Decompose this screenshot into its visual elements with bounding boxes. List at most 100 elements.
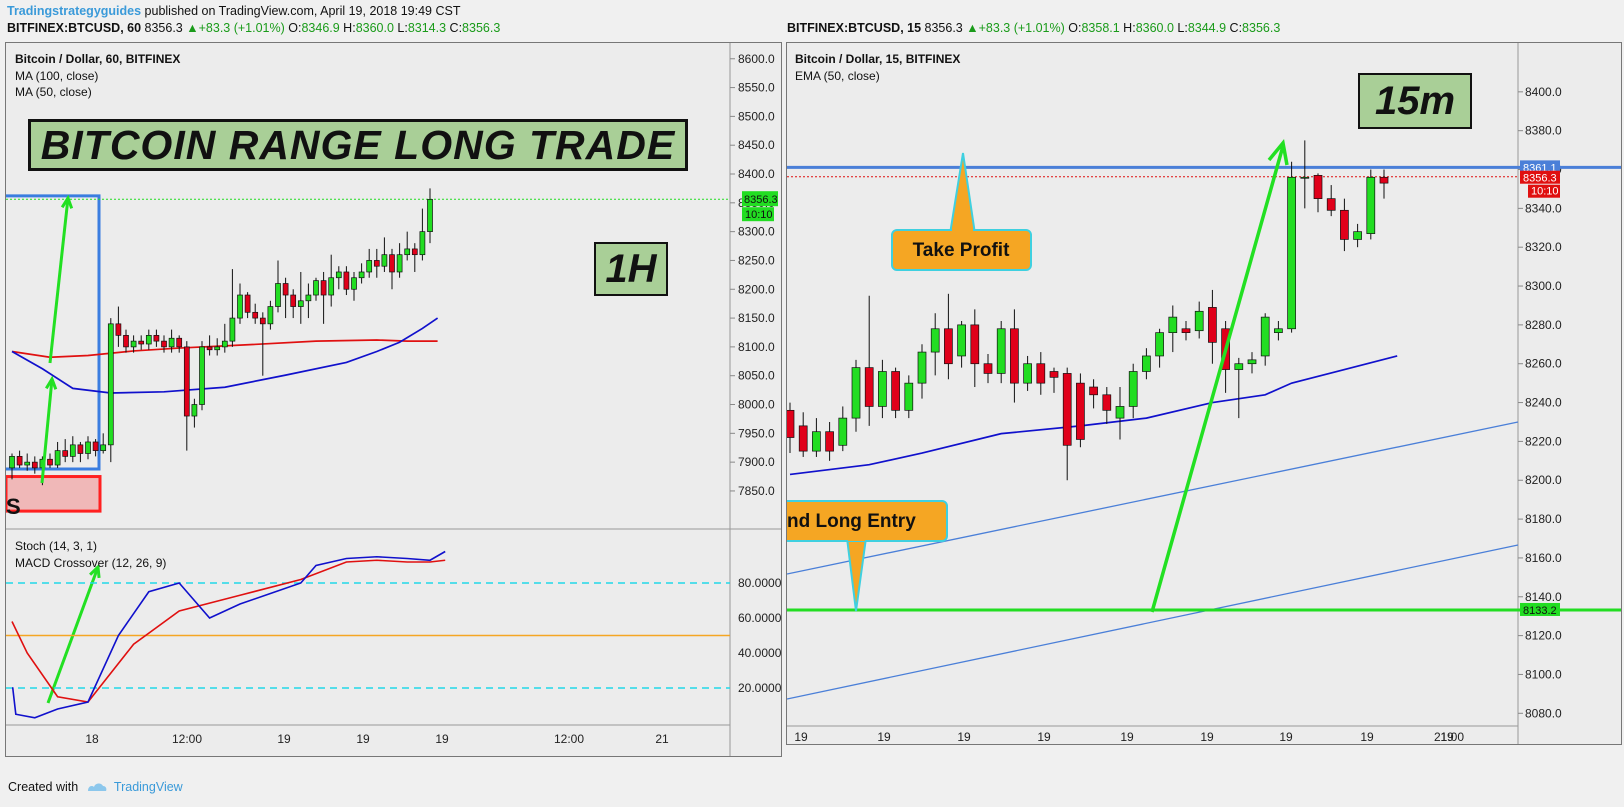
x-tick-label: 19 <box>1440 730 1454 744</box>
ema50-line <box>789 355 1398 476</box>
candle-body <box>252 311 259 319</box>
candle-body <box>838 417 848 446</box>
upper-trendline <box>787 421 1519 575</box>
candle-body <box>1062 373 1072 446</box>
stoch-tick-label: 40.0000 <box>738 646 781 660</box>
y-tick-label: 8380.0 <box>1525 124 1562 138</box>
x-tick-label: 18 <box>85 732 99 746</box>
candle-body <box>373 260 380 267</box>
right-open: 8358.1 <box>1081 21 1120 35</box>
candle-body <box>1089 386 1098 396</box>
stoch-tick-label: 80.0000 <box>738 576 781 590</box>
y-tick-label: 8260.0 <box>1525 357 1562 371</box>
candle-body <box>1142 355 1151 372</box>
y-tick-label: 8300.0 <box>738 225 775 239</box>
candle-body <box>381 254 388 267</box>
x-tick-label: 19 <box>356 732 370 746</box>
x-tick-label: 19 <box>1200 730 1214 744</box>
candle-body <box>419 231 426 256</box>
candle-body <box>1102 394 1112 411</box>
candle-body <box>183 346 190 417</box>
candle-body <box>891 371 900 411</box>
stoch-up-arrow-head <box>89 563 101 579</box>
right-high: 8360.0 <box>1135 21 1174 35</box>
y-tick-label: 8160.0 <box>1525 551 1562 565</box>
candle-body <box>328 277 335 296</box>
candle-body <box>130 340 137 348</box>
candle-body <box>1049 371 1059 378</box>
range-box <box>6 194 101 471</box>
candle-body <box>138 340 145 345</box>
candle-body <box>1274 328 1283 334</box>
left-chart-svg[interactable]: 8600.08550.08500.08450.08400.08350.08300… <box>6 43 781 756</box>
candle-body <box>1023 363 1032 384</box>
candle-body <box>1128 371 1138 407</box>
time-tag-bg <box>742 207 774 222</box>
entry-pointer <box>845 537 868 612</box>
entry-label: nd Long Entry <box>787 511 916 532</box>
breakout-arrow-head <box>1267 138 1289 166</box>
left-chart-panel[interactable]: 8600.08550.08500.08450.08400.08350.08300… <box>5 42 782 757</box>
support-tag-bg <box>1520 602 1560 616</box>
lower-trendline <box>787 544 1519 700</box>
price-up-arrow-head <box>60 194 74 209</box>
right-chart-svg[interactable]: 8400.08380.08360.08340.08320.08300.08280… <box>787 43 1621 744</box>
y-tick-label: 7850.0 <box>738 484 775 498</box>
ma100-legend: MA (100, close) <box>15 69 99 83</box>
x-tick-label: 19 <box>1360 730 1374 744</box>
footer: Created with TradingView <box>8 780 183 794</box>
candle-body <box>944 328 953 365</box>
timeframe-1h-badge: 1H <box>594 242 668 296</box>
candle-body <box>199 346 205 405</box>
candle-body <box>1115 406 1125 419</box>
candle-body <box>100 444 107 451</box>
y-tick-label: 8220.0 <box>1525 434 1562 448</box>
candle-body <box>825 431 834 452</box>
candle-body <box>1234 363 1244 370</box>
x-tick-label: 21:00 <box>1434 730 1464 744</box>
left-chart-title: Bitcoin / Dollar, 60, BITFINEX <box>15 52 181 66</box>
candle-body <box>1379 176 1389 184</box>
author-link[interactable]: Tradingstrategyguides <box>7 4 142 18</box>
candle-body <box>206 346 213 351</box>
candle-body <box>917 351 927 384</box>
candle-body <box>1287 176 1296 330</box>
right-low: 8344.9 <box>1187 21 1227 35</box>
candle-body <box>404 248 411 256</box>
tradingview-logo-icon <box>86 781 108 792</box>
candle-body <box>282 283 289 296</box>
left-low: 8314.3 <box>407 21 447 35</box>
candle-body <box>244 294 251 313</box>
right-chart-panel[interactable]: 8400.08380.08360.08340.08320.08300.08280… <box>786 42 1622 745</box>
candle-body <box>1168 316 1178 334</box>
candle-body <box>389 254 395 273</box>
y-tick-label: 8450.0 <box>738 138 775 152</box>
y-tick-label: 8180.0 <box>1525 512 1562 526</box>
price-tag-bg <box>742 191 778 207</box>
ma50-legend: MA (50, close) <box>15 85 92 99</box>
candle-body <box>1260 316 1270 357</box>
stoch-tick-label: 60.0000 <box>738 611 781 625</box>
footer-brand[interactable]: TradingView <box>113 780 183 794</box>
candle-body <box>77 444 84 454</box>
candle-body <box>24 461 31 466</box>
candle-body <box>16 456 23 466</box>
candle-body <box>1155 332 1164 357</box>
candle-body <box>259 317 266 325</box>
candle-body <box>411 248 418 256</box>
support-zone-box <box>6 475 102 513</box>
x-tick-label: 19 <box>877 730 891 744</box>
right-ohlc: BITFINEX:BTCUSD, 15 8356.3 ▲+83.3 (+1.01… <box>787 21 1281 35</box>
candle-body <box>115 323 122 336</box>
left-price: 8356.3 <box>144 21 183 35</box>
candle-body <box>878 371 887 407</box>
price-tag-label: 8356.3 <box>744 194 778 206</box>
candle-body <box>996 328 1006 374</box>
time-tag-bg <box>1528 184 1560 198</box>
support-label: S <box>6 494 21 519</box>
published-text: published on TradingView.com, April 19, … <box>141 4 461 18</box>
candle-body <box>1247 359 1257 365</box>
price-tag-label: 8356.3 <box>1523 173 1557 185</box>
candle-body <box>1194 310 1204 332</box>
candle-body <box>297 300 304 307</box>
